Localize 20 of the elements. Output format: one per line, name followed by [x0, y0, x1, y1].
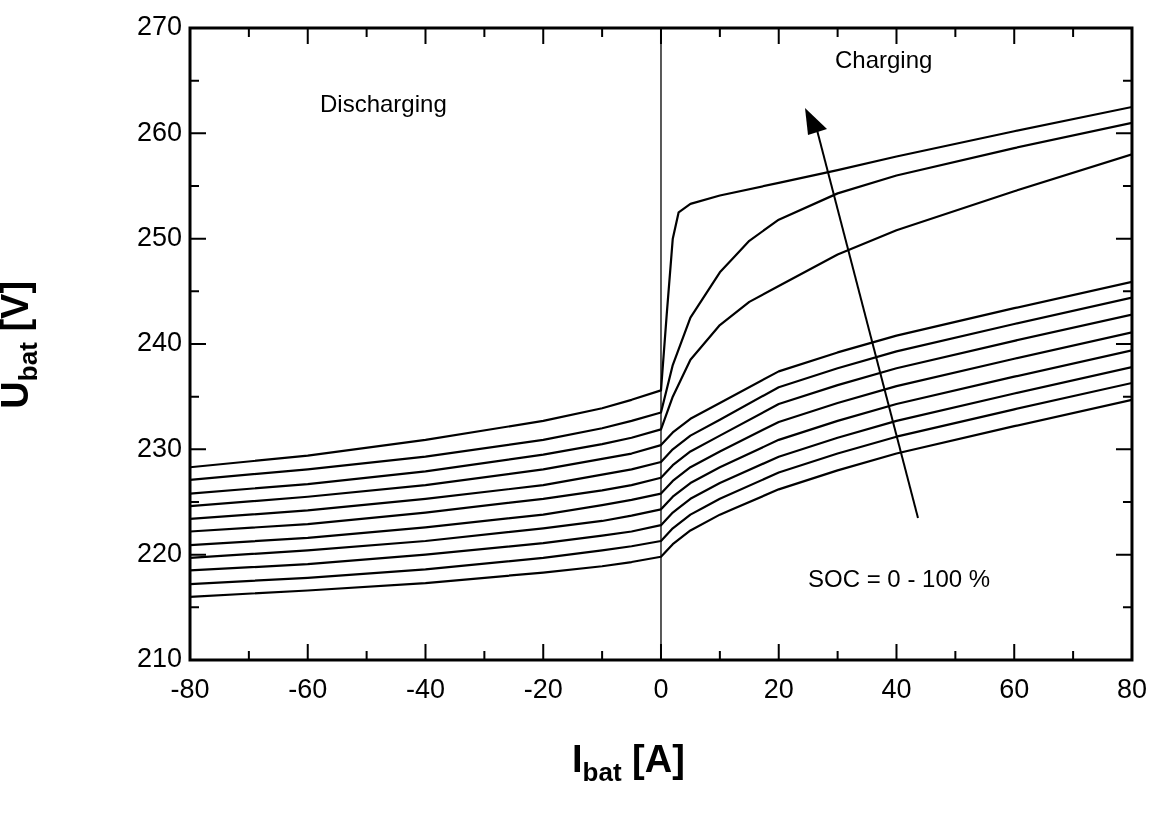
y-tick-label: 270 [136, 11, 182, 42]
x-tick-label: 40 [881, 673, 912, 704]
x-tick-label: -20 [523, 673, 563, 704]
annotation: Charging [835, 46, 933, 74]
x-tick-label: 20 [763, 673, 794, 704]
annotation: SOC = 0 - 100 % [808, 565, 991, 593]
x-tick-label: 0 [653, 673, 669, 704]
y-tick-label: 250 [136, 222, 182, 253]
x-tick-label: 80 [1116, 673, 1148, 704]
x-tick-label: -80 [170, 673, 210, 704]
y-tick-label: 240 [136, 327, 182, 358]
y-tick-label: 220 [136, 538, 182, 569]
annotation: Discharging [320, 90, 447, 118]
y-tick-label: 230 [136, 432, 182, 463]
y-tick-label: 260 [136, 116, 182, 147]
x-tick-label: 60 [999, 673, 1030, 704]
x-tick-label: -40 [405, 673, 446, 704]
x-tick-label: -60 [288, 673, 328, 704]
x-axis-title: I$_{bat}$ [A] [572, 738, 685, 788]
y-tick-label: 210 [136, 643, 182, 674]
